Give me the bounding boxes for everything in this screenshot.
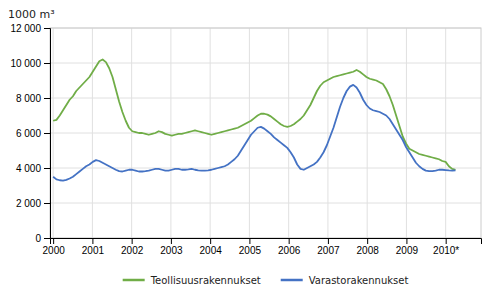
tick: 0 — [35, 233, 50, 244]
grid-line — [50, 203, 481, 204]
tick-mark — [44, 63, 50, 64]
line — [53, 85, 455, 181]
plot: 2000 2001 2002 2003 2004 2005 2006 2007 2008 2009… — [10, 23, 481, 256]
legend-item: Teollisuusrakennukset — [123, 275, 261, 286]
tick-mark — [53, 238, 54, 244]
tick-mark — [406, 238, 407, 244]
legend-label: Varastorakennukset — [309, 275, 409, 286]
axis-line — [51, 239, 482, 245]
tick-label: 2 000 — [16, 198, 41, 209]
tick: 2 000 — [16, 198, 50, 209]
tick-label: 2010* — [433, 245, 459, 256]
tick-mark — [367, 238, 368, 244]
series-group — [53, 60, 455, 181]
tick: 2000 — [43, 238, 66, 256]
grid-line — [50, 63, 481, 64]
legend-swatch — [281, 279, 303, 282]
tick-label: 2001 — [82, 245, 105, 256]
tick: 2010* — [433, 238, 459, 256]
tick-mark — [289, 238, 290, 244]
tick-mark — [44, 28, 50, 29]
tick: 8 000 — [16, 93, 50, 104]
tick-label: 2006 — [278, 245, 301, 256]
tick: 2007 — [317, 238, 340, 256]
tick-label: 2000 — [43, 245, 66, 256]
tick-label: 4 000 — [16, 163, 41, 174]
tick-label: 2003 — [160, 245, 183, 256]
grid-line — [53, 28, 54, 238]
tick: 2008 — [357, 238, 380, 256]
grid-line — [50, 133, 481, 134]
tick-label: 2005 — [239, 245, 262, 256]
tick-label: 2008 — [357, 245, 380, 256]
tick: 2002 — [121, 238, 144, 256]
line — [53, 60, 455, 170]
tick-mark — [44, 238, 50, 239]
grid-line — [210, 28, 211, 238]
legend-item: Varastorakennukset — [281, 275, 409, 286]
tick: 6 000 — [16, 128, 50, 139]
grid-line — [131, 28, 132, 238]
title: 1000 m³ — [8, 8, 55, 21]
grid-line — [249, 28, 250, 238]
tick-label: 10 000 — [10, 58, 41, 69]
chart: 2000 2001 2002 2003 2004 2005 2006 2007 2008 2009… — [0, 0, 497, 294]
tick-mark — [44, 168, 50, 169]
tick-mark — [44, 98, 50, 99]
plot-frame — [50, 28, 481, 238]
axis-line — [44, 29, 51, 239]
tick-label: 2004 — [200, 245, 223, 256]
tick: 10 000 — [10, 58, 50, 69]
grid — [50, 28, 481, 238]
tick-label: 8 000 — [16, 93, 41, 104]
tick: 2001 — [82, 238, 105, 256]
tick: 2003 — [160, 238, 183, 256]
grid-line — [92, 28, 93, 238]
grid-line — [288, 28, 289, 238]
tick: 2006 — [278, 238, 301, 256]
tick-label: 6 000 — [16, 128, 41, 139]
y-axis: 0 2 000 4 000 6 000 8 000 10 000 12 000 — [10, 23, 50, 244]
tick-mark — [92, 238, 93, 244]
tick-mark — [171, 238, 172, 244]
tick: 12 000 — [10, 23, 50, 34]
legend-swatch — [123, 279, 145, 282]
tick-mark — [249, 238, 250, 244]
grid-line — [327, 28, 328, 238]
grid-line — [367, 28, 368, 238]
tick-mark — [328, 238, 329, 244]
tick-mark — [132, 238, 133, 244]
tick-mark — [446, 238, 447, 244]
tick-mark — [44, 133, 50, 134]
x-axis: 2000 2001 2002 2003 2004 2005 2006 2007 2008 2009… — [43, 238, 482, 256]
tick-label: 12 000 — [10, 23, 41, 34]
grid-line — [445, 28, 446, 238]
tick-mark — [44, 203, 50, 204]
tick-label: 2007 — [317, 245, 340, 256]
tick-mark — [210, 238, 211, 244]
tick: 4 000 — [16, 163, 50, 174]
tick-label: 2009 — [396, 245, 419, 256]
tick: 2005 — [239, 238, 262, 256]
tick-label: 0 — [35, 233, 41, 244]
tick-label: 2002 — [121, 245, 144, 256]
tick: 2009 — [396, 238, 419, 256]
legend: Teollisuusrakennukset Varastorakennukset — [123, 275, 409, 286]
tick: 2004 — [200, 238, 223, 256]
grid-line — [406, 28, 407, 238]
legend-label: Teollisuusrakennukset — [150, 275, 261, 286]
grid-line — [170, 28, 171, 238]
grid-line — [50, 98, 481, 99]
